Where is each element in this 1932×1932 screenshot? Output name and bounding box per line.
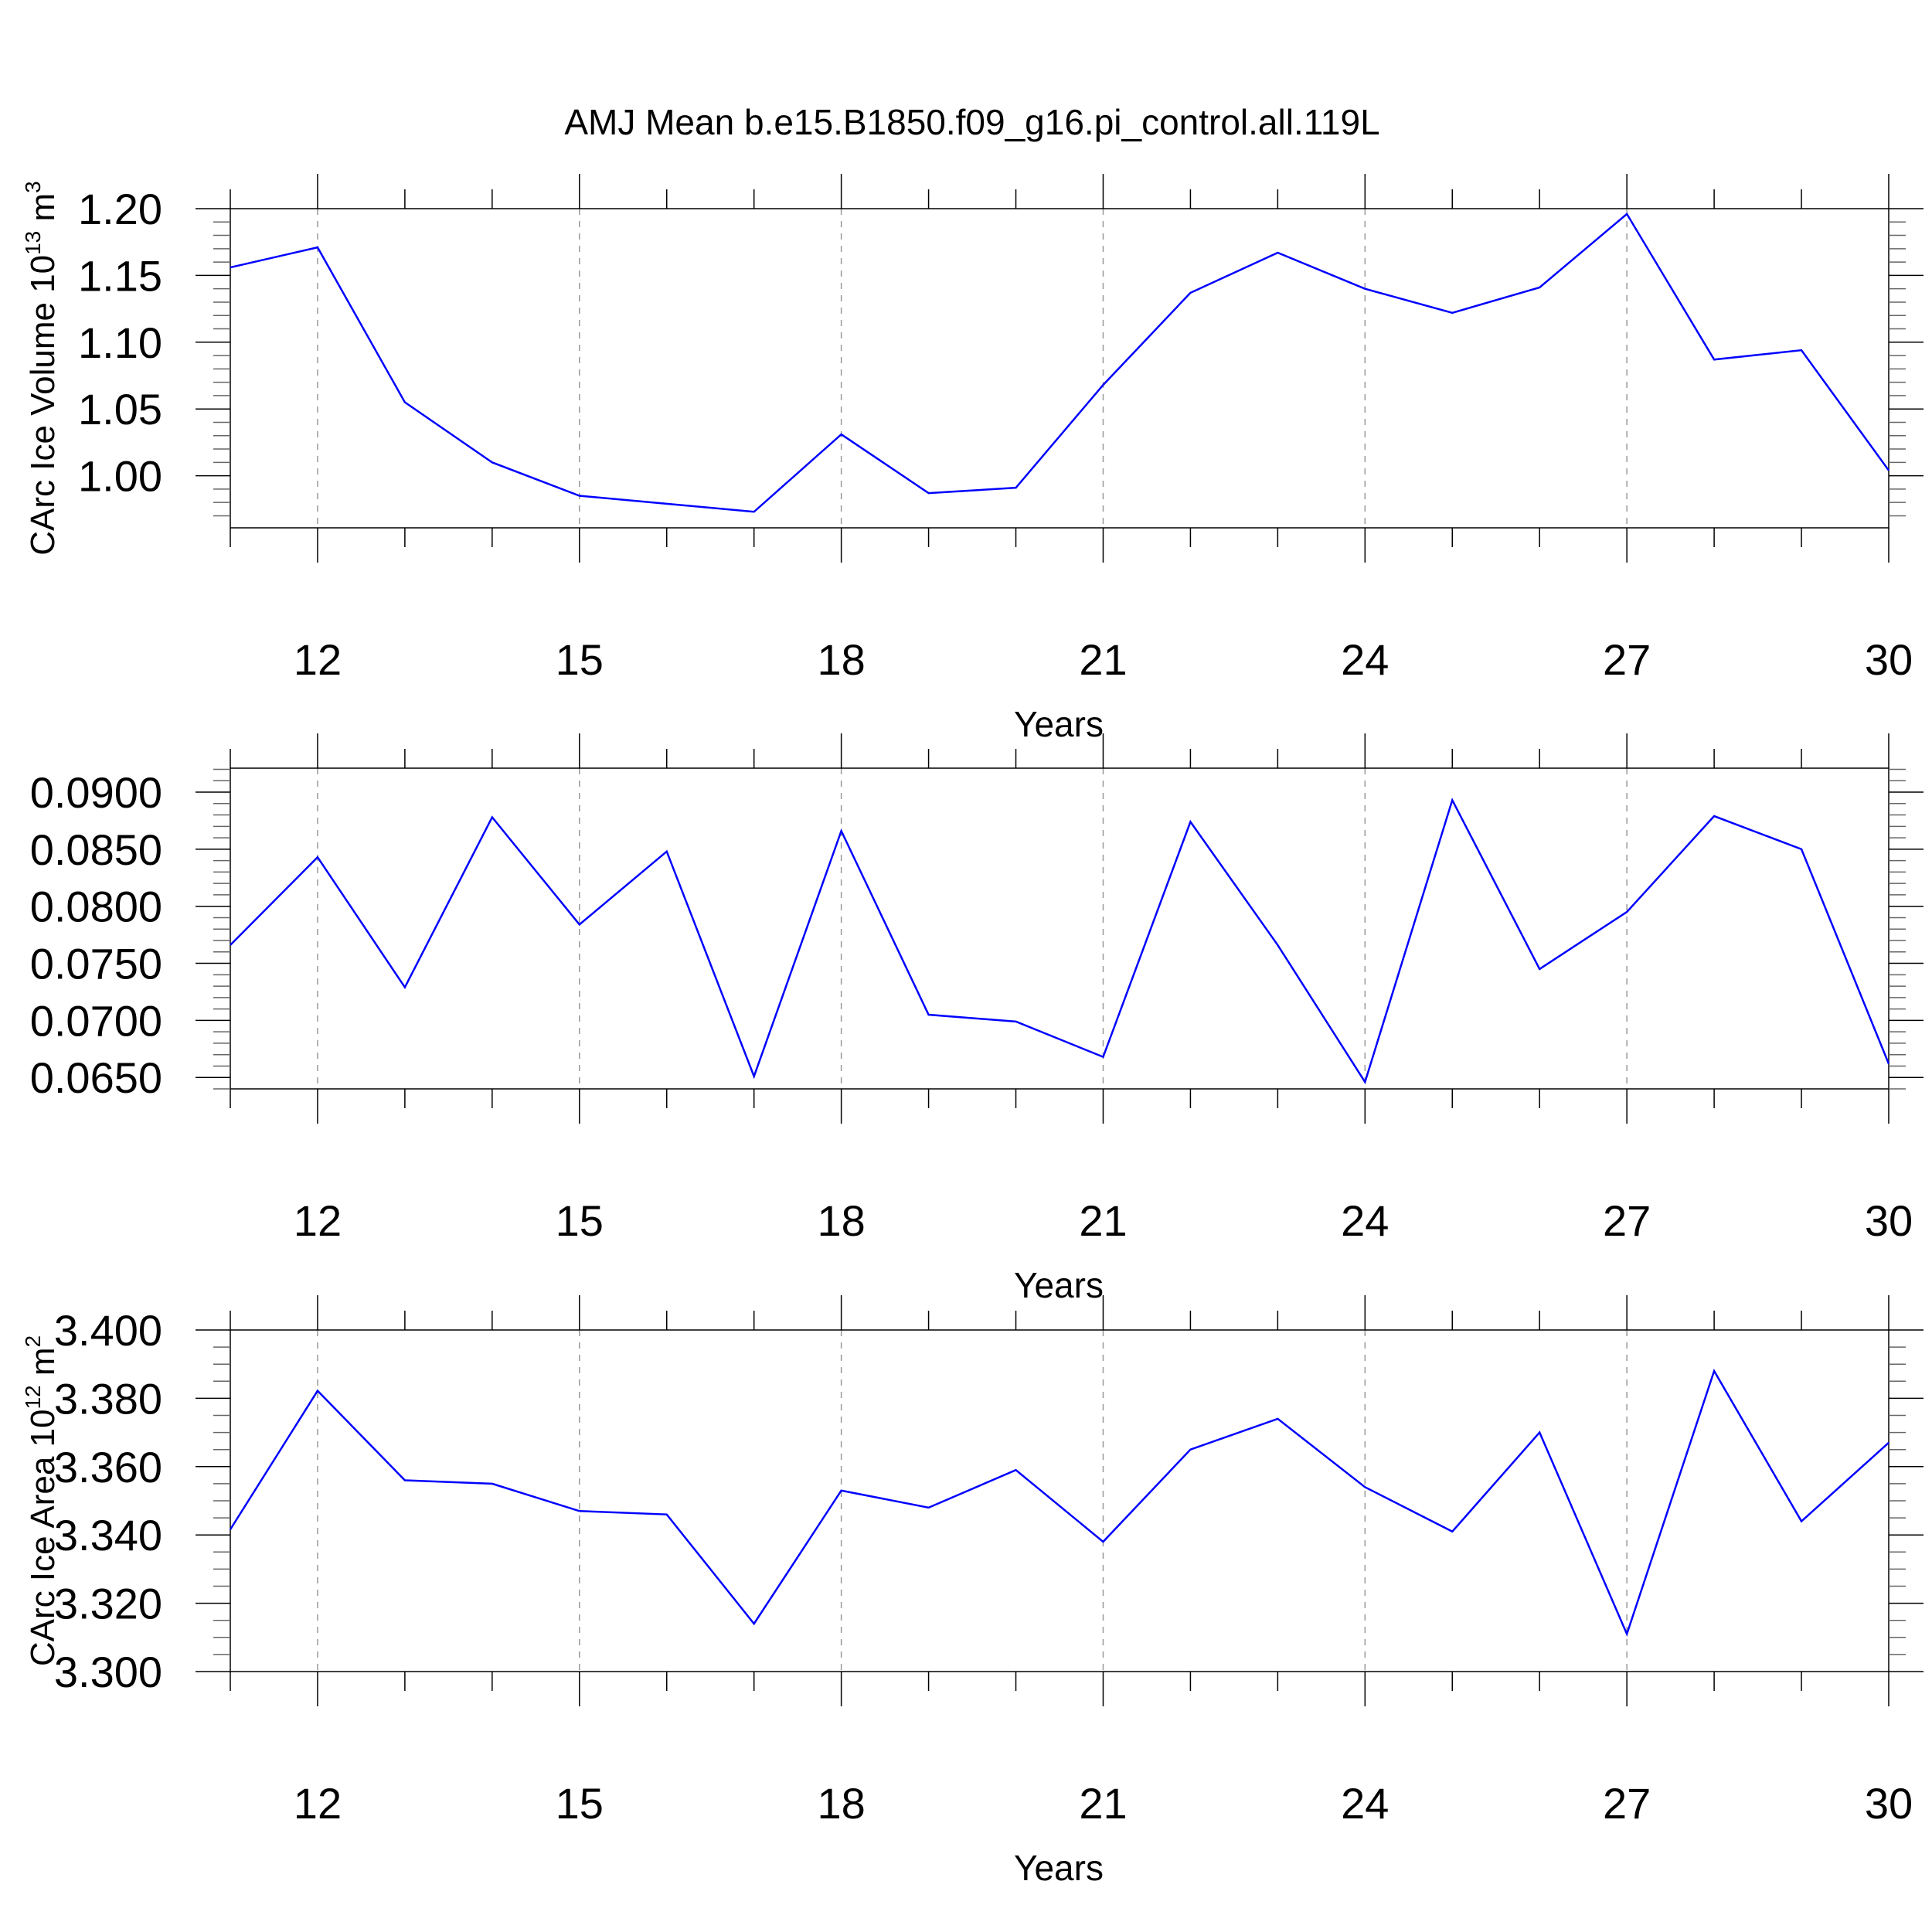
x-tick-label: 30 (1865, 1196, 1913, 1245)
y-tick-label: 1.00 (78, 452, 162, 501)
y-tick-label: 0.0900 (30, 768, 162, 817)
y-tick-label: 3.300 (54, 1648, 162, 1696)
y-axis-label-superscript: 13 (21, 231, 45, 255)
x-tick-label: 24 (1341, 1196, 1389, 1245)
panel-3: 12 15 18 21 24 27 30 Years 3.300 3.320 3.340 3.360 3… (21, 1295, 1923, 1888)
x-tick-label: 18 (817, 635, 865, 684)
x-tick-label: 30 (1865, 1779, 1913, 1828)
y-axis-label: CArc Ice Area 1012 m2 (21, 1335, 62, 1666)
x-tick-label: 21 (1079, 1779, 1127, 1828)
x-tick-label: 12 (294, 1196, 342, 1245)
x-tick-label: 21 (1079, 1196, 1127, 1245)
data-series-line (230, 213, 1890, 513)
y-axis-label-superscript: 12 (21, 1385, 45, 1409)
x-axis-label: Years (1014, 1848, 1104, 1888)
x-tick-label: 12 (294, 1779, 342, 1828)
y-tick-label: 0.0850 (30, 825, 162, 874)
x-tick-label: 27 (1603, 1779, 1651, 1828)
x-tick-label: 12 (294, 635, 342, 684)
x-tick-label: 18 (817, 1196, 865, 1245)
panel-2: 12 15 18 21 24 27 30 Years 0.0650 0.0700 0.0750 0.0… (30, 733, 1923, 1305)
panel-1: 12 15 18 21 24 27 30 Years 1.00 1.05 1.10 1.15 1.20 C… (21, 174, 1923, 744)
x-tick-label: 30 (1865, 635, 1913, 684)
plot-frame (230, 767, 1889, 1090)
y-tick-label: 1.15 (78, 251, 162, 300)
y-axis-label-part: m (24, 193, 62, 231)
x-tick-label: 15 (556, 635, 604, 684)
y-tick-label: 3.380 (54, 1374, 162, 1423)
chart-title: AMJ Mean b.e15.B1850.f09_g16.pi_control.… (564, 102, 1379, 142)
y-tick-label: 1.05 (78, 385, 162, 434)
y-tick-label: 3.320 (54, 1580, 162, 1628)
y-tick-label: 0.0750 (30, 940, 162, 988)
data-series-line (230, 798, 1890, 1085)
y-tick-label: 1.20 (78, 185, 162, 233)
x-tick-label: 24 (1341, 635, 1389, 684)
x-tick-label: 21 (1079, 635, 1127, 684)
y-tick-label: 0.0700 (30, 996, 162, 1045)
data-series-line (229, 1369, 1889, 1637)
plot-frame (230, 1329, 1889, 1672)
y-axis-label-part: CArc Ice Area 10 (24, 1410, 62, 1667)
x-tick-label: 15 (556, 1196, 604, 1245)
x-tick-label: 27 (1603, 635, 1651, 684)
x-axis-label: Years (1014, 1265, 1104, 1305)
y-tick-label: 1.10 (78, 318, 162, 367)
y-axis-label-part: m (24, 1347, 62, 1385)
x-tick-label: 27 (1603, 1196, 1651, 1245)
x-axis-label: Years (1014, 704, 1104, 744)
y-tick-label: 3.340 (54, 1511, 162, 1560)
y-tick-label: 3.400 (54, 1306, 162, 1355)
x-tick-label: 24 (1341, 1779, 1389, 1828)
y-tick-label: 0.0800 (30, 883, 162, 931)
y-tick-label: 0.0650 (30, 1053, 162, 1102)
x-tick-label: 15 (556, 1779, 604, 1828)
x-tick-label: 18 (817, 1779, 865, 1828)
y-tick-label: 3.360 (54, 1443, 162, 1492)
y-axis-label-superscript: 2 (21, 1335, 45, 1348)
y-axis-label-part: CArc Ice Volume 10 (24, 255, 62, 556)
plot-frame (230, 208, 1889, 529)
y-axis-label: CArc Ice Volume 1013 m3 (21, 181, 62, 555)
y-axis-label-superscript: 3 (21, 181, 45, 193)
